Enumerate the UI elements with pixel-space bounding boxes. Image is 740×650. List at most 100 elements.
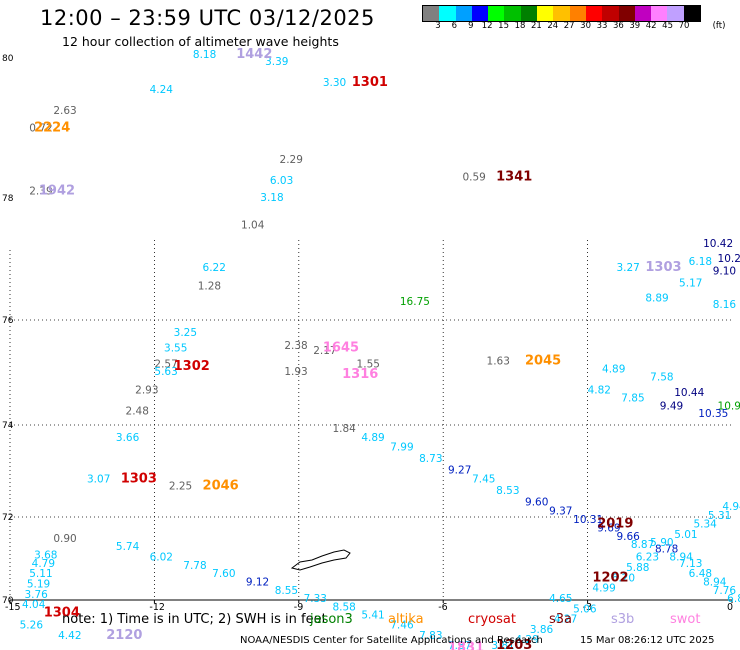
swh-value-label: 6.48 bbox=[689, 568, 712, 580]
pass-time-label: 1316 bbox=[342, 367, 378, 382]
swh-value-label: 3.66 bbox=[116, 432, 140, 444]
swh-value-label: 9.66 bbox=[616, 531, 640, 543]
swh-value-label: 7.46 bbox=[390, 620, 414, 632]
swh-value-labels: 4.24 2.630.72 2.39 8.18 3.39 3.30 2.29 6.03 3.18… bbox=[20, 49, 740, 650]
swh-value-label: 7.99 bbox=[390, 441, 413, 453]
footer-credit: NOAA/NESDIS Center for Satellite Applica… bbox=[240, 635, 543, 646]
swh-value-label: 5.01 bbox=[674, 529, 697, 541]
x-tick-label: -15 bbox=[5, 602, 21, 613]
pass-time-label: 1203 bbox=[496, 638, 532, 650]
pass-time-label: 1645 bbox=[323, 341, 359, 356]
swh-value-label: 8.94 bbox=[669, 552, 693, 564]
swh-value-label: 0.72 bbox=[29, 123, 52, 135]
pass-time-label: 1304 bbox=[44, 605, 80, 620]
swh-value-label: 8.87 bbox=[631, 539, 654, 551]
swh-value-label: 9.27 bbox=[448, 464, 471, 476]
x-tick-label: -9 bbox=[294, 602, 303, 613]
swh-value-label: 4.24 bbox=[150, 84, 174, 96]
page-subtitle: 12 hour collection of altimeter wave hei… bbox=[62, 34, 339, 49]
swh-value-label: 5.06 bbox=[573, 603, 597, 615]
colorbar-swatch bbox=[537, 6, 554, 21]
swh-value-label: 4.27 bbox=[554, 614, 577, 626]
swh-value-label: 5.74 bbox=[116, 541, 140, 553]
pass-time-label: 2045 bbox=[525, 354, 561, 369]
swh-value-label: 9.69 bbox=[597, 523, 620, 535]
swh-value-label: 2.63 bbox=[53, 105, 76, 117]
swh-value-label: 0.90 bbox=[53, 533, 76, 545]
colorbar-swatch bbox=[488, 6, 505, 21]
pass-time-label: 2224 bbox=[34, 121, 70, 136]
swh-value-label: 6.20 bbox=[612, 572, 635, 584]
swh-value-label: 10.95 bbox=[718, 400, 740, 412]
colorbar-label: 3 bbox=[435, 21, 441, 31]
colorbar-label: 30 bbox=[580, 21, 591, 31]
swh-value-label: 5.31 bbox=[708, 510, 731, 522]
swh-value-label: 7.85 bbox=[621, 392, 644, 404]
swh-value-label: 2.38 bbox=[284, 340, 307, 352]
swh-value-label: 2.29 bbox=[280, 154, 303, 166]
swh-value-label: 8.58 bbox=[332, 601, 355, 613]
page-title: 12:00 – 23:59 UTC 03/12/2025 bbox=[40, 6, 375, 30]
swh-value-label: 5.11 bbox=[29, 568, 52, 580]
pass-time-label: 2019 bbox=[597, 516, 633, 531]
swh-value-label: 8.18 bbox=[193, 49, 216, 61]
swh-value-label: 4.89 bbox=[602, 364, 625, 376]
colorbar-label: 9 bbox=[468, 21, 474, 31]
mission-legend-jason3: jason3 bbox=[310, 612, 353, 627]
swh-value-label: 10.42 bbox=[703, 238, 733, 250]
pass-time-labels: 1442 1301 2224 1942 1341 1303 1645 1302 1316 2045… bbox=[34, 47, 681, 650]
swh-value-label: 5.19 bbox=[27, 579, 50, 591]
swh-value-label: 5.41 bbox=[361, 609, 384, 621]
pass-time-label: 1202 bbox=[592, 570, 628, 585]
colorbar-swatch bbox=[520, 6, 538, 21]
y-tick-label: 74 bbox=[2, 421, 14, 431]
swh-value-label: 4.65 bbox=[549, 593, 572, 605]
colorbar-label: 70 bbox=[678, 21, 690, 31]
swh-value-label: 4.04 bbox=[22, 599, 46, 611]
pass-time-label: 2120 bbox=[106, 628, 142, 643]
pass-time-label: 1341 bbox=[496, 170, 532, 185]
swh-value-label: 3.55 bbox=[164, 343, 187, 355]
swh-value-label: 6.03 bbox=[270, 175, 293, 187]
colorbar-swatch bbox=[553, 6, 570, 21]
swh-value-label: 6.86 bbox=[727, 593, 740, 605]
pass-time-label: 1301 bbox=[352, 75, 388, 90]
colorbar-label: 18 bbox=[514, 21, 526, 31]
swh-value-label: 2.57 bbox=[154, 358, 177, 370]
y-tick-label: 80 bbox=[2, 54, 14, 64]
footer-timestamp: 15 Mar 08:26:12 UTC 2025 bbox=[580, 635, 715, 646]
swh-value-label: 7.45 bbox=[472, 474, 495, 486]
colorbar-label: 6 bbox=[451, 21, 458, 31]
pass-time-label: 1442 bbox=[236, 47, 272, 62]
swh-value-label: 4.94 bbox=[722, 501, 740, 513]
swh-value-label: 7.76 bbox=[713, 585, 737, 597]
swh-value-label: 7.13 bbox=[679, 558, 702, 570]
colorbar-label: 33 bbox=[596, 21, 608, 31]
colorbar-swatch bbox=[471, 6, 489, 21]
colorbar-label: 27 bbox=[563, 21, 575, 31]
swh-value-label: 5.17 bbox=[679, 277, 702, 289]
swh-value-label: 1.28 bbox=[198, 281, 221, 293]
swh-value-label: 7.83 bbox=[419, 630, 442, 642]
mission-legend-s3b: s3b bbox=[611, 612, 635, 627]
swh-value-label: 7.60 bbox=[212, 568, 235, 580]
y-tick-label: 76 bbox=[2, 316, 14, 326]
swh-value-label: 5.88 bbox=[626, 562, 649, 574]
colorbar-swatch bbox=[585, 6, 603, 21]
swh-value-label: 10.44 bbox=[674, 387, 704, 399]
pass-time-label: 2046 bbox=[203, 478, 239, 493]
colorbar-label: 24 bbox=[547, 21, 559, 31]
swh-value-label: 3.39 bbox=[265, 56, 288, 68]
pass-time-label: 1831 bbox=[448, 640, 484, 650]
colorbar-label: 21 bbox=[530, 21, 542, 31]
graticule bbox=[9, 240, 732, 600]
mission-legend-altika: altika bbox=[388, 612, 424, 627]
swh-value-label: 3.30 bbox=[323, 77, 346, 89]
swh-value-label: 5.63 bbox=[154, 366, 177, 378]
swh-value-label: 2.17 bbox=[313, 345, 336, 357]
swh-value-label: 6.23 bbox=[636, 552, 659, 564]
swh-value-label: 9.49 bbox=[660, 400, 683, 412]
mission-legend-s3a: s3a bbox=[549, 612, 573, 627]
